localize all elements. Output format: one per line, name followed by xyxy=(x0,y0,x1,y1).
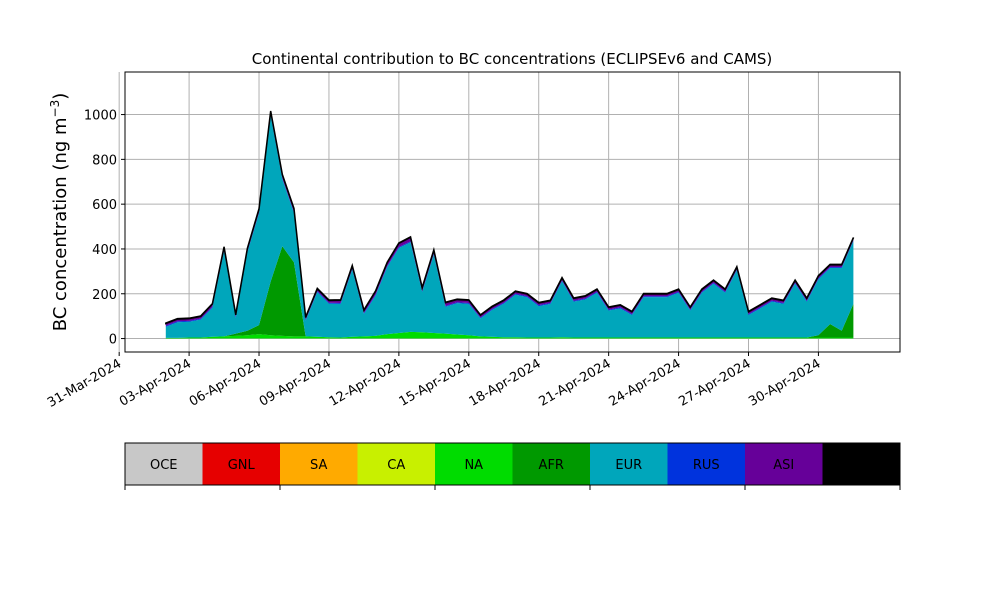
legend-swatch-afr xyxy=(512,443,590,485)
legend-label-aus: AUS xyxy=(848,458,875,473)
legend-label-sa: SA xyxy=(310,458,327,473)
continent-legend-bar: OCE GNL SA CA NA AFR EUR RUS ASI AUS xyxy=(124,442,901,490)
legend-label-asi: ASI xyxy=(773,458,794,473)
legend-label-gnl: GNL xyxy=(228,458,256,473)
area-series-eur xyxy=(165,115,854,338)
legend-label-rus: RUS xyxy=(693,458,720,473)
legend-swatch-sa xyxy=(280,443,358,485)
y-tick-label: 600 xyxy=(92,198,117,213)
chart-title: Continental contribution to BC concentra… xyxy=(252,50,773,68)
legend-swatch-asi xyxy=(745,443,823,485)
y-axis-label-main: BC concentration (ng m xyxy=(50,117,71,331)
y-tick-label: 800 xyxy=(92,153,117,168)
legend-label-eur: EUR xyxy=(615,458,642,473)
legend-bar-frame xyxy=(124,442,901,486)
legend-swatch-aus xyxy=(822,443,900,485)
plot-frame xyxy=(124,71,901,353)
y-tick-label: 200 xyxy=(92,288,117,303)
y-tick-label: 400 xyxy=(92,243,117,258)
y-tick-label: 1000 xyxy=(84,109,117,124)
legend-label-afr: AFR xyxy=(539,458,564,473)
legend-label-na: NA xyxy=(464,458,483,473)
legend-swatch-na xyxy=(435,443,513,485)
legend-label-oce: OCE xyxy=(150,458,178,473)
legend-swatch-rus xyxy=(667,443,745,485)
area-series-aus xyxy=(165,110,855,325)
y-axis: 0 200 400 600 800 1000 xyxy=(84,109,125,348)
y-axis-label: BC concentration (ng m−3) xyxy=(48,93,71,332)
y-axis-label-close: ) xyxy=(50,93,71,100)
y-tick-label: 0 xyxy=(109,333,117,348)
legend-swatch-ca xyxy=(357,443,435,485)
legend-swatch-eur xyxy=(590,443,668,485)
legend-swatch-oce xyxy=(125,443,203,485)
legend-label-ca: CA xyxy=(387,458,405,473)
area-series-group xyxy=(165,110,855,339)
y-axis-label-superscript: −3 xyxy=(48,100,62,118)
legend-swatch-gnl xyxy=(202,443,280,485)
